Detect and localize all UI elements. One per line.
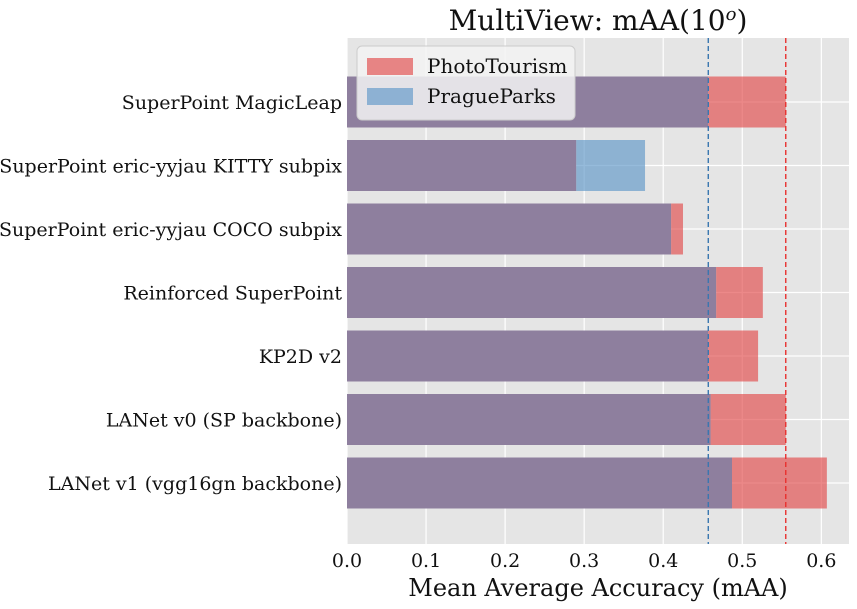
x-tick-label: 0.4 [648, 550, 678, 572]
bar-overlap [347, 267, 717, 318]
x-tick-label: 0.6 [806, 550, 836, 572]
y-category-label: LANet v1 (vgg16gn backbone) [48, 473, 342, 495]
x-ticks: 0.0 0.1 0.2 0.3 0.4 0.5 0.6 [332, 550, 837, 572]
bar-phototourism [710, 394, 786, 445]
chart-title: MultiView: mAA(10o) [449, 4, 748, 37]
y-category-label: SuperPoint eric-yyjau COCO subpix [0, 219, 342, 241]
bar-phototourism [731, 457, 827, 509]
x-tick-label: 0.5 [727, 550, 757, 572]
bar-overlap [347, 203, 672, 255]
legend-label-phototourism: PhotoTourism [427, 54, 567, 78]
bar-phototourism [671, 203, 683, 255]
bar-overlap [347, 457, 732, 509]
bar-phototourism [708, 76, 786, 128]
bar-phototourism [708, 330, 759, 382]
y-category-label: SuperPoint MagicLeap [122, 92, 342, 114]
bar-overlap [347, 140, 577, 191]
y-category-label: Reinforced SuperPoint [123, 283, 342, 305]
bar-phototourism [716, 267, 763, 318]
bar-overlap [347, 394, 711, 445]
y-category-label: SuperPoint eric-yyjau KITTY subpix [0, 156, 342, 178]
x-tick-label: 0.3 [569, 550, 599, 572]
y-category-label: KP2D v2 [259, 346, 342, 368]
y-categories: SuperPoint MagicLeap SuperPoint eric-yyja… [0, 92, 342, 495]
x-tick-label: 0.2 [490, 550, 520, 572]
bar-pragueparks [576, 140, 646, 191]
mean-lines [707, 38, 787, 544]
x-tick-label: 0.1 [411, 550, 441, 572]
legend: PhotoTourism PragueParks [356, 45, 576, 121]
legend-label-pragueparks: PragueParks [427, 84, 556, 108]
y-category-label: LANet v0 (SP backbone) [106, 410, 342, 432]
x-tick-label: 0.0 [332, 550, 362, 572]
legend-swatch-phototourism [367, 58, 413, 75]
bar-overlap [347, 330, 709, 382]
x-axis-label: Mean Average Accuracy (mAA) [408, 574, 788, 602]
legend-swatch-pragueparks [367, 88, 413, 105]
